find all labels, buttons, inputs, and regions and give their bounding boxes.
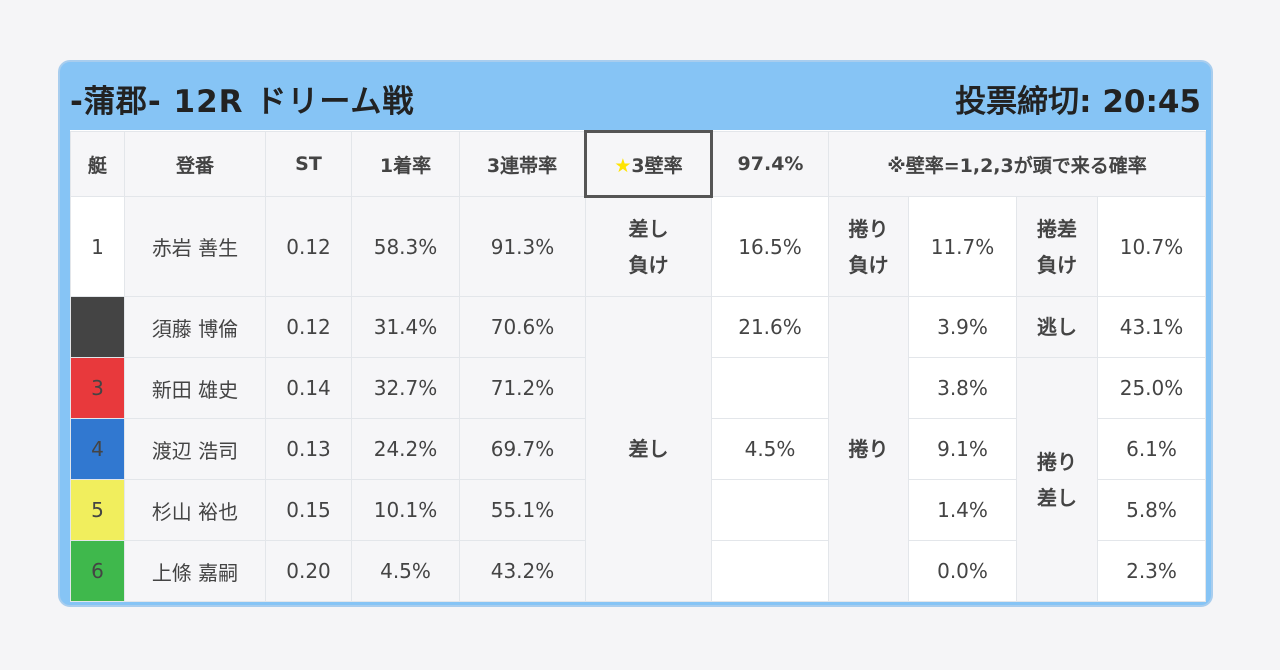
sashi-value [711,479,829,541]
race-table: 艇 登番 ST 1着率 3連帯率 ★3壁率 97.4% ※壁率=1,2,3が頭で… [70,130,1206,602]
boat-number: 3 [70,357,125,419]
racer-st: 0.12 [265,296,352,358]
makurisashi-make-value: 10.7% [1097,196,1206,297]
boat-number: 6 [70,540,125,602]
makuri-value: 1.4% [908,479,1017,541]
makuri-value: 9.1% [908,418,1017,480]
racer-st: 0.14 [265,357,352,419]
first-rate: 24.2% [351,418,460,480]
trio-rate: 69.7% [459,418,586,480]
makurisashi-value: 5.8% [1097,479,1206,541]
sashi-value [711,540,829,602]
nige-label: 逃し [1016,296,1098,358]
first-rate: 10.1% [351,479,460,541]
racer-st: 0.15 [265,479,352,541]
sashi-make-value: 16.5% [711,196,829,297]
makuri-value: 0.0% [908,540,1017,602]
table-row: 3 新田 雄史 0.14 32.7% 71.2% 3.8% 捲り 差し 25.0% [70,357,1206,602]
makurisashi-make-label: 捲差 負け [1016,196,1098,297]
wall-rate-label: 3壁率 [631,154,683,177]
col-st: ST [265,131,352,197]
wall-rate-value: 97.4% [711,131,829,197]
trio-rate: 55.1% [459,479,586,541]
sashi-value: 21.6% [711,296,829,358]
trio-rate: 71.2% [459,357,586,419]
first-rate: 58.3% [351,196,460,297]
makuri-make-value: 11.7% [908,196,1017,297]
trio-rate: 91.3% [459,196,586,297]
col-trio-rate: 3連帯率 [459,131,586,197]
table-header-row: 艇 登番 ST 1着率 3連帯率 ★3壁率 97.4% ※壁率=1,2,3が頭で… [70,130,1206,198]
first-rate: 31.4% [351,296,460,358]
nige-value: 43.1% [1097,296,1206,358]
boat-number: 2 [70,296,125,358]
col-first-rate: 1着率 [351,131,460,197]
racer-name: 杉山 裕也 [124,479,266,541]
racer-st: 0.13 [265,418,352,480]
race-title: -蒲郡- 12R ドリーム戦 [70,84,415,120]
sashi-label: 差し [585,296,712,602]
racer-name: 渡辺 浩司 [124,418,266,480]
racer-st: 0.20 [265,540,352,602]
col-boat: 艇 [70,131,125,197]
makurisashi-value: 2.3% [1097,540,1206,602]
boat-number: 5 [70,479,125,541]
sashi-make-label: 差し 負け [585,196,712,297]
wall-rate-note: ※壁率=1,2,3が頭で来る確率 [828,131,1206,197]
makuri-make-label: 捲り 負け [828,196,909,297]
table-row: 5 杉山 裕也 0.15 10.1% 55.1% 1.4% 5.8% [70,479,1206,541]
makurisashi-label: 捲り 差し [1016,357,1098,602]
boat-number: 1 [70,196,125,297]
makuri-value: 3.8% [908,357,1017,419]
sashi-value [711,357,829,419]
trio-rate: 70.6% [459,296,586,358]
table-row: 2 須藤 博倫 0.12 31.4% 70.6% 差し 21.6% 捲り 3.9… [70,296,1206,602]
racer-name: 赤岩 善生 [124,196,266,297]
star-icon: ★ [614,154,632,177]
racer-st: 0.12 [265,196,352,297]
col-name: 登番 [124,131,266,197]
makurisashi-value: 25.0% [1097,357,1206,419]
first-rate: 4.5% [351,540,460,602]
boat-number: 4 [70,418,125,480]
wall-rate-header[interactable]: ★3壁率 [584,130,713,198]
sashi-value: 4.5% [711,418,829,480]
makuri-value: 3.9% [908,296,1017,358]
racer-name: 須藤 博倫 [124,296,266,358]
race-panel: -蒲郡- 12R ドリーム戦 投票締切: 20:45 艇 登番 ST 1着率 3… [58,60,1213,607]
vote-deadline: 投票締切: 20:45 [955,84,1201,120]
racer-name: 新田 雄史 [124,357,266,419]
makuri-label: 捲り [828,296,909,602]
first-rate: 32.7% [351,357,460,419]
table-row: 6 上條 嘉嗣 0.20 4.5% 43.2% 0.0% 2.3% [70,540,1206,602]
trio-rate: 43.2% [459,540,586,602]
makurisashi-value: 6.1% [1097,418,1206,480]
table-row: 1 赤岩 善生 0.12 58.3% 91.3% 差し 負け 16.5% 捲り 負け… [70,196,1206,297]
racer-name: 上條 嘉嗣 [124,540,266,602]
